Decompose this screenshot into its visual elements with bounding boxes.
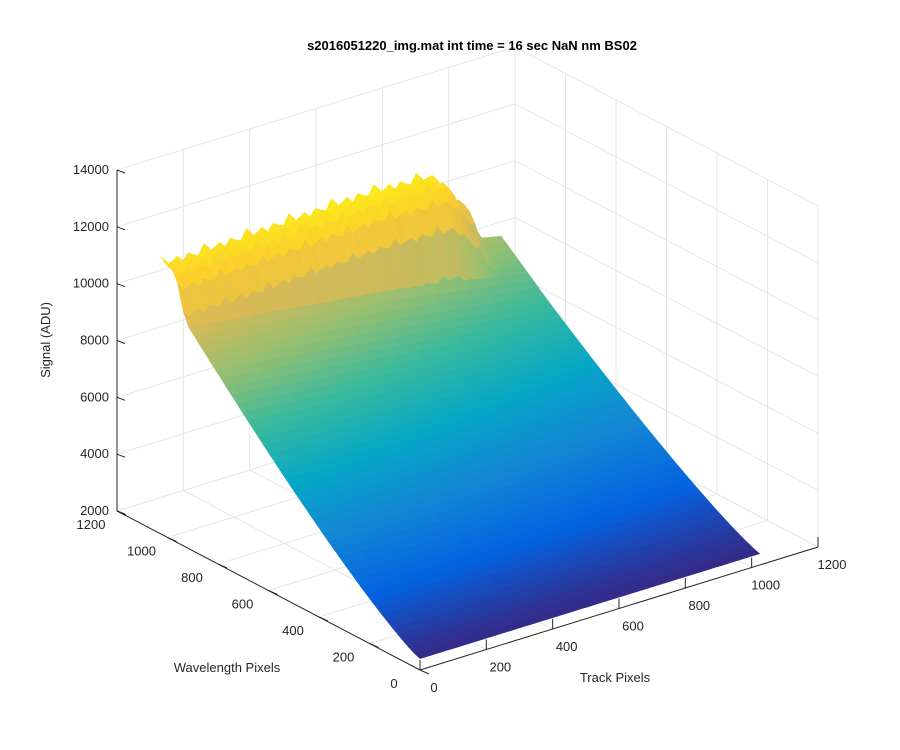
z-tick-label: 14000: [73, 162, 109, 177]
z-tick-mark: [116, 169, 126, 174]
z-tick-mark: [116, 283, 126, 288]
y-tick-label: 1000: [127, 544, 156, 559]
sidewall-grid-z: [514, 46, 819, 207]
x-tick-label: 200: [489, 660, 511, 675]
z-tick-label: 6000: [80, 389, 109, 404]
z-tick-label: 10000: [73, 276, 109, 291]
tick-layer: 0200400600800100012000200400600800100012…: [73, 162, 847, 695]
chart-title: s2016051220_img.mat int time = 16 sec Na…: [307, 38, 637, 53]
y-tick-mark: [217, 563, 228, 569]
y-tick-mark: [419, 669, 430, 675]
y-tick-label: 0: [390, 676, 397, 691]
z-tick-mark: [116, 396, 126, 401]
y-tick-label: 400: [282, 623, 304, 638]
z-axis-label: Signal (ADU): [38, 302, 53, 378]
x-tick-label: 600: [622, 619, 644, 634]
z-tick-label: 2000: [80, 503, 109, 518]
y-tick-mark: [318, 616, 329, 622]
x-tick-label: 800: [688, 598, 710, 613]
sidewall-grid-z: [514, 217, 819, 377]
y-tick-mark: [369, 643, 379, 648]
x-axis-label: Track Pixels: [580, 670, 651, 685]
z-tick-mark: [116, 510, 126, 515]
x-tick-label: 0: [430, 680, 437, 695]
y-tick-mark: [167, 537, 177, 542]
z-tick-mark: [116, 226, 126, 231]
z-tick-mark: [116, 453, 126, 458]
y-axis-label: Wavelength Pixels: [174, 660, 281, 675]
surface-layer: [161, 172, 761, 659]
x-tick-label: 1200: [818, 557, 847, 572]
backwall-grid-z: [116, 46, 516, 171]
surface-patch: [414, 651, 426, 659]
y-tick-mark: [268, 590, 278, 595]
sidewall-grid-z: [514, 273, 819, 434]
y-tick-label: 800: [181, 570, 203, 585]
sidewall-grid-z: [514, 103, 819, 264]
backwall-grid-z: [116, 103, 516, 228]
z-tick-label: 12000: [73, 219, 109, 234]
z-tick-label: 4000: [80, 446, 109, 461]
z-tick-label: 8000: [80, 333, 109, 348]
y-tick-label: 1200: [77, 517, 106, 532]
x-tick-label: 400: [556, 639, 578, 654]
y-tick-label: 600: [232, 597, 254, 612]
x-tick-label: 1000: [751, 578, 780, 593]
y-tick-label: 200: [333, 650, 355, 665]
sidewall-grid-z: [514, 160, 819, 321]
z-tick-mark: [116, 340, 126, 344]
